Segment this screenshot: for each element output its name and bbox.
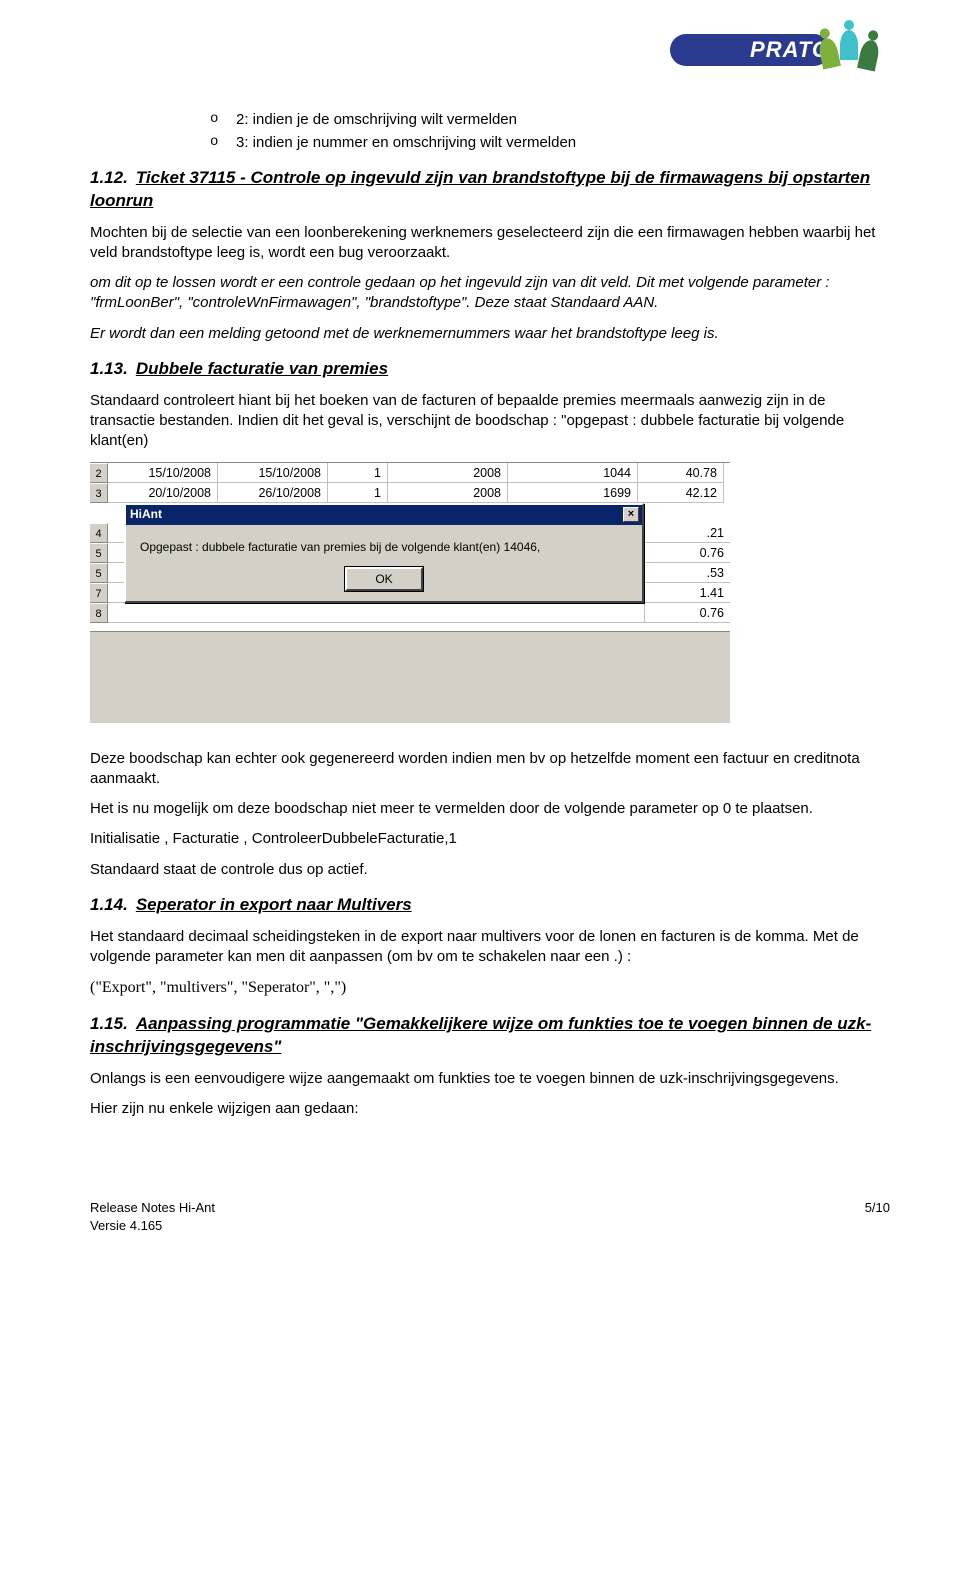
row-header: 2: [90, 463, 108, 483]
paragraph: Mochten bij de selectie van een loonbere…: [90, 223, 890, 264]
paragraph: Standaard controleert hiant bij het boek…: [90, 391, 890, 452]
row-header: 5: [90, 563, 108, 583]
section-title: Ticket 37115 - Controle op ingevuld zijn…: [90, 168, 870, 210]
cell: 1699: [508, 483, 638, 503]
paragraph: Initialisatie , Facturatie , ControleerD…: [90, 829, 890, 849]
paragraph: Standaard staat de controle dus op actie…: [90, 860, 890, 880]
cell: 26/10/2008: [218, 483, 328, 503]
footer-left: Release Notes Hi-Ant Versie 4.165: [90, 1199, 215, 1234]
option-list: 2: indien je de omschrijving wilt vermel…: [90, 110, 890, 153]
cell: 0.76: [644, 543, 730, 562]
row-header: 8: [90, 603, 108, 623]
row-header: 5: [90, 543, 108, 563]
dialog-title: HiAnt: [130, 506, 162, 522]
cell: 0.76: [644, 603, 730, 622]
dialog-titlebar[interactable]: HiAnt ×: [126, 505, 642, 525]
cell: 15/10/2008: [218, 463, 328, 483]
paragraph: Onlangs is een eenvoudigere wijze aangem…: [90, 1069, 890, 1089]
cell: 1: [328, 463, 388, 483]
paragraph: Hier zijn nu enkele wijzigen aan gedaan:: [90, 1099, 890, 1119]
section-title: Seperator in export naar Multivers: [136, 895, 412, 914]
cell: 42.12: [638, 483, 724, 503]
cell: 2008: [388, 463, 508, 483]
section-heading-112: 1.12.Ticket 37115 - Controle op ingevuld…: [90, 167, 890, 213]
message-dialog: HiAnt × Opgepast : dubbele facturatie va…: [124, 503, 644, 603]
table-row: 3 20/10/2008 26/10/2008 1 2008 1699 42.1…: [90, 483, 730, 503]
screenshot-region: 2 15/10/2008 15/10/2008 1 2008 1044 40.7…: [90, 462, 730, 723]
footer-line: Versie 4.165: [90, 1217, 215, 1235]
section-title: Aanpassing programmatie "Gemakkelijkere …: [90, 1014, 871, 1056]
section-heading-115: 1.15.Aanpassing programmatie "Gemakkelij…: [90, 1013, 890, 1059]
cell: 1044: [508, 463, 638, 483]
section-number: 1.14.: [90, 895, 128, 914]
paragraph: Er wordt dan een melding getoond met de …: [90, 324, 890, 344]
paragraph: Het is nu mogelijk om deze boodschap nie…: [90, 799, 890, 819]
header-logo-row: PRATO: [90, 20, 890, 82]
page-number: 5/10: [865, 1199, 890, 1234]
cell: 1: [328, 483, 388, 503]
cell: .21: [644, 523, 730, 542]
section-number: 1.12.: [90, 168, 128, 187]
ok-button[interactable]: OK: [345, 567, 423, 591]
list-item: 2: indien je de omschrijving wilt vermel…: [210, 110, 890, 130]
table-row: 2 15/10/2008 15/10/2008 1 2008 1044 40.7…: [90, 463, 730, 483]
section-number: 1.13.: [90, 359, 128, 378]
section-number: 1.15.: [90, 1014, 128, 1033]
cell: 1.41: [644, 583, 730, 602]
footer-line: Release Notes Hi-Ant: [90, 1199, 215, 1217]
row-header: 7: [90, 583, 108, 603]
cell: 40.78: [638, 463, 724, 483]
cell: 20/10/2008: [108, 483, 218, 503]
dialog-body: Opgepast : dubbele facturatie van premie…: [126, 525, 642, 567]
row-header: 3: [90, 483, 108, 503]
cell: 15/10/2008: [108, 463, 218, 483]
list-item: 3: indien je nummer en omschrijving wilt…: [210, 133, 890, 153]
section-heading-114: 1.14. Seperator in export naar Multivers: [90, 894, 890, 917]
logo-text: PRATO: [670, 34, 830, 66]
prato-logo: PRATO: [670, 20, 890, 76]
table-row: 80.76: [90, 603, 730, 623]
paragraph: Het standaard decimaal scheidingsteken i…: [90, 927, 890, 968]
section-title: Dubbele facturatie van premies: [136, 359, 388, 378]
paragraph: om dit op te lossen wordt er een control…: [90, 273, 890, 314]
row-header: 4: [90, 523, 108, 543]
cell: .53: [644, 563, 730, 582]
code-line: ("Export", "multivers", "Seperator", ","…: [90, 977, 890, 999]
data-grid: 2 15/10/2008 15/10/2008 1 2008 1044 40.7…: [90, 462, 730, 631]
window-background: [90, 631, 730, 723]
paragraph: Deze boodschap kan echter ook gegenereer…: [90, 749, 890, 790]
section-heading-113: 1.13. Dubbele facturatie van premies: [90, 358, 890, 381]
close-icon[interactable]: ×: [623, 507, 639, 522]
page-footer: Release Notes Hi-Ant Versie 4.165 5/10: [90, 1199, 890, 1234]
cell: 2008: [388, 483, 508, 503]
logo-figures: [820, 22, 880, 74]
